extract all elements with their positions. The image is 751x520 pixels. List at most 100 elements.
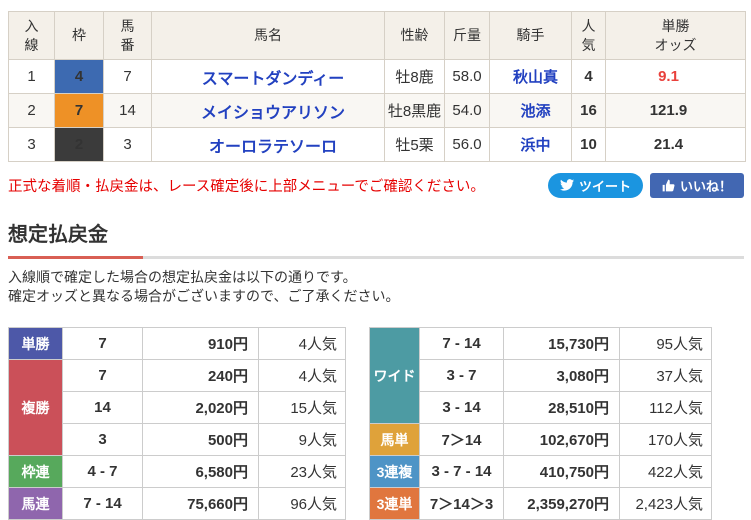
horse-name-cell: スマートダンディー — [151, 59, 385, 94]
header-finish-order: 入 線 — [8, 11, 55, 60]
jockey-link[interactable]: 池添 — [520, 103, 551, 120]
bet-type-place: 複勝 — [8, 359, 63, 456]
frame-badge: 2 — [54, 127, 104, 162]
payout-row-place: 3 500円 9人気 — [9, 423, 346, 456]
bet-type-quinella: 馬連 — [8, 487, 63, 520]
payout-popularity: 422人気 — [619, 455, 712, 488]
jockey-cell: 池添 — [489, 93, 572, 128]
header-sex-age: 性齢 — [384, 11, 445, 60]
payout-tables: 単勝 7 910円 4人気 複勝 7 240円 4人気 14 2,020円 15… — [8, 327, 744, 520]
horse-name-link[interactable]: オーロラテソーロ — [208, 138, 337, 156]
header-jockey: 騎手 — [489, 11, 572, 60]
payout-row-quinella: 馬連 7 - 14 75,660円 96人気 — [8, 487, 346, 520]
popularity: 4 — [571, 59, 606, 94]
header-horse-name: 馬名 — [151, 11, 385, 60]
official-result-notice: 正式な着順・払戻金は、レース確定後に上部メニューでご確認ください。 — [8, 178, 485, 195]
payout-popularity: 96人気 — [258, 487, 346, 520]
sex-age: 牡8鹿 — [384, 59, 445, 94]
jockey-cell: 浜中 — [489, 127, 572, 162]
payout-popularity: 37人気 — [619, 359, 712, 392]
horse-name-cell: オーロラテソーロ — [151, 127, 385, 162]
payout-amount: 500円 — [142, 423, 259, 456]
payout-popularity: 9人気 — [258, 423, 346, 456]
header-frame: 枠 — [54, 11, 104, 60]
payout-popularity: 170人気 — [619, 423, 712, 456]
payout-row-wide: 3 - 7 3,080円 37人気 — [370, 359, 712, 392]
payout-amount: 28,510円 — [503, 391, 620, 424]
payout-amount: 410,750円 — [503, 455, 620, 488]
finish-order: 1 — [8, 59, 55, 94]
payout-popularity: 15人気 — [258, 391, 346, 424]
payout-description: 入線順で確定した場合の想定払戻金は以下の通りです。 確定オッズと異なる場合がござ… — [8, 268, 744, 306]
payout-combo: 3 - 7 — [419, 359, 504, 392]
like-button-label: いいね！ — [679, 178, 732, 194]
payout-row-trio: 3連複 3 - 7 - 14 410,750円 422人気 — [369, 455, 712, 488]
horse-number: 7 — [103, 59, 152, 94]
sex-age: 牡5栗 — [384, 127, 445, 162]
payout-row-place: 複勝 7 240円 4人気 — [8, 359, 346, 456]
result-row: 3 2 3 オーロラテソーロ 牡5栗 56.0 浜中 10 21.4 — [8, 127, 746, 162]
payout-combo: 7 — [62, 359, 143, 392]
thumbs-up-icon — [662, 179, 675, 192]
payout-row-trifecta: 3連単 7＞14＞3 2,359,270円 2,423人気 — [369, 487, 712, 520]
payout-combo: 3 - 14 — [419, 391, 504, 424]
win-odds: 21.4 — [605, 127, 746, 162]
frame-badge: 7 — [54, 93, 104, 128]
bet-type-trifecta: 3連単 — [369, 487, 420, 520]
jockey-cell: 秋山真 — [489, 59, 572, 94]
twitter-bird-icon — [559, 179, 574, 191]
horse-name-link[interactable]: メイショウアリソン — [200, 104, 345, 122]
jockey-link[interactable]: 浜中 — [520, 137, 551, 154]
payout-combo: 7 - 14 — [419, 327, 504, 360]
header-horse-number: 馬 番 — [103, 11, 152, 60]
finish-order: 2 — [8, 93, 55, 128]
finish-order: 3 — [8, 127, 55, 162]
tweet-button-label: ツイート — [578, 178, 631, 194]
carried-weight: 54.0 — [444, 93, 490, 128]
payout-popularity: 23人気 — [258, 455, 346, 488]
payout-row-bracket-quinella: 枠連 4 - 7 6,580円 23人気 — [8, 455, 346, 488]
payout-amount: 3,080円 — [503, 359, 620, 392]
jockey-link[interactable]: 秋山真 — [512, 69, 558, 86]
payout-combo: 3 — [62, 423, 143, 456]
bet-type-wide: ワイド — [369, 327, 420, 424]
payout-combo: 7 - 14 — [62, 487, 143, 520]
divider-accent — [8, 256, 143, 259]
payout-description-line1: 入線順で確定した場合の想定払戻金は以下の通りです。 — [8, 269, 357, 285]
horse-name-link[interactable]: スマートダンディー — [201, 70, 345, 88]
horse-number: 3 — [103, 127, 152, 162]
payout-combo: 3 - 7 - 14 — [419, 455, 504, 488]
payout-combo: 7＞14＞3 — [419, 487, 504, 520]
payout-amount: 2,020円 — [142, 391, 259, 424]
bet-type-bracket-quinella: 枠連 — [8, 455, 63, 488]
payout-amount: 102,670円 — [503, 423, 620, 456]
payout-row-place: 14 2,020円 15人気 — [9, 391, 346, 424]
result-row: 2 7 14 メイショウアリソン 牡8黒鹿 54.0 池添 16 121.9 — [8, 93, 746, 128]
carried-weight: 58.0 — [444, 59, 490, 94]
popularity: 16 — [571, 93, 606, 128]
payout-table-left: 単勝 7 910円 4人気 複勝 7 240円 4人気 14 2,020円 15… — [8, 327, 346, 520]
payout-amount: 910円 — [142, 327, 259, 360]
payout-amount: 15,730円 — [503, 327, 620, 360]
results-header-row: 入 線 枠 馬 番 馬名 性齢 斤量 騎手 人 気 単勝 オッズ — [8, 11, 746, 60]
frame-badge: 4 — [54, 59, 104, 94]
payout-popularity: 4人気 — [258, 327, 346, 360]
tweet-button[interactable]: ツイート — [547, 172, 643, 198]
payout-description-line2: 確定オッズと異なる場合がございますので、ご了承ください。 — [8, 288, 400, 304]
payout-amount: 6,580円 — [142, 455, 259, 488]
bet-type-trio: 3連複 — [369, 455, 420, 488]
win-odds: 9.1 — [605, 59, 746, 94]
horse-name-cell: メイショウアリソン — [151, 93, 385, 128]
popularity: 10 — [571, 127, 606, 162]
facebook-like-button[interactable]: いいね！ — [649, 172, 744, 198]
payout-popularity: 2,423人気 — [619, 487, 712, 520]
payout-row-exacta: 馬単 7＞14 102,670円 170人気 — [369, 423, 712, 456]
result-row: 1 4 7 スマートダンディー 牡8鹿 58.0 秋山真 4 9.1 — [8, 59, 746, 94]
header-popularity: 人 気 — [571, 11, 606, 60]
horse-number: 14 — [103, 93, 152, 128]
payout-table-right: ワイド 7 - 14 15,730円 95人気 3 - 7 3,080円 37人… — [369, 327, 712, 520]
win-odds: 121.9 — [605, 93, 746, 128]
bet-type-win: 単勝 — [8, 327, 63, 360]
section-divider — [8, 256, 744, 259]
